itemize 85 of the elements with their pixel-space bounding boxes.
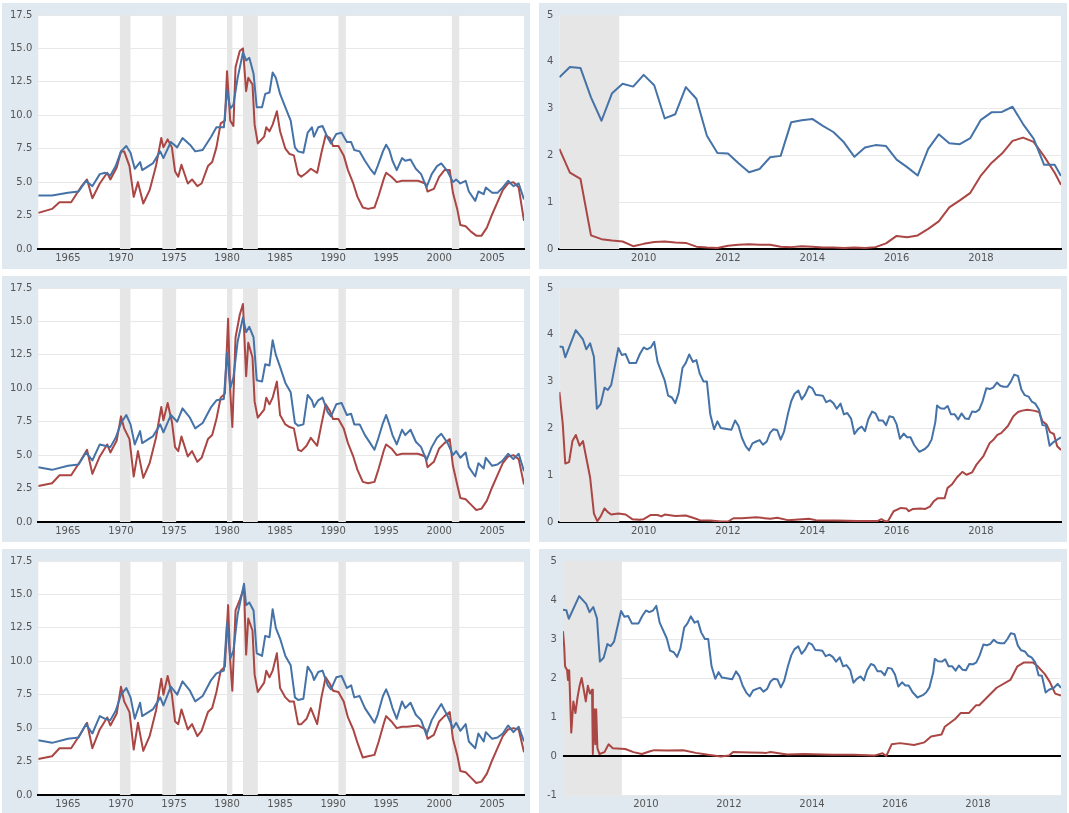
y-tick-label: 0 — [550, 749, 557, 761]
x-tick-label: 1980 — [214, 251, 240, 263]
y-tick-label: 2 — [546, 421, 554, 433]
x-tick-label: 2005 — [479, 797, 505, 809]
x-tick-label: 1990 — [320, 251, 346, 263]
x-tick-label: 2016 — [882, 797, 908, 809]
x-tick-label: 2000 — [426, 797, 452, 809]
x-tick-label: 2012 — [715, 524, 741, 536]
y-tick-label: 15.0 — [10, 588, 33, 600]
x-tick-label: 1970 — [108, 797, 134, 809]
x-tick-label: 1985 — [267, 524, 293, 536]
x-tick-label: 1980 — [214, 797, 240, 809]
x-tick-label: 2010 — [630, 251, 657, 263]
x-tick-label: 1995 — [373, 797, 399, 809]
y-tick-label: 17.5 — [10, 8, 33, 20]
y-tick-label: 5 — [550, 554, 557, 566]
y-tick-label: 10.0 — [10, 381, 33, 393]
y-tick-label: 7.5 — [16, 688, 33, 700]
y-tick-label: 4 — [550, 593, 557, 605]
x-tick-label: 1965 — [55, 524, 81, 536]
x-tick-label: 2010 — [630, 524, 657, 536]
y-tick-label: 12.5 — [10, 348, 33, 360]
y-tick-label: 2.5 — [16, 482, 33, 494]
y-tick-label: 17.5 — [10, 281, 33, 293]
x-tick-label: 2005 — [479, 251, 505, 263]
y-tick-label: 12.5 — [10, 75, 33, 87]
y-tick-label: 2 — [546, 148, 554, 160]
y-tick-label: 5 — [546, 8, 554, 20]
y-tick-label: 2 — [550, 671, 557, 683]
x-tick-label: 1990 — [320, 524, 346, 536]
x-tick-label: 1985 — [267, 797, 293, 809]
y-tick-label: 5.0 — [16, 448, 33, 460]
y-tick-label: 15.0 — [10, 42, 33, 54]
x-tick-label: 2005 — [479, 524, 505, 536]
x-tick-label: 1970 — [108, 524, 134, 536]
y-tick-label: 2.5 — [16, 209, 33, 221]
y-tick-label: 5.0 — [16, 175, 33, 187]
y-tick-label: 15.0 — [10, 315, 33, 327]
x-tick-label: 2014 — [799, 797, 825, 809]
x-tick-label: 1965 — [55, 251, 81, 263]
x-tick-label: 2000 — [426, 251, 452, 263]
x-tick-label: 2012 — [715, 251, 741, 263]
x-tick-label: 1995 — [373, 524, 399, 536]
x-tick-label: 1965 — [55, 797, 81, 809]
y-tick-label: 2.5 — [16, 755, 33, 767]
y-tick-label: 5 — [546, 281, 554, 293]
x-tick-label: 1990 — [320, 797, 346, 809]
y-tick-label: 0 — [546, 242, 554, 254]
y-tick-label: 1 — [550, 710, 557, 722]
y-tick-label: 0.0 — [16, 788, 33, 800]
x-tick-label: 1995 — [373, 251, 399, 263]
x-tick-label: 2014 — [799, 251, 826, 263]
y-tick-label: 10.0 — [10, 654, 33, 666]
x-tick-label: 1985 — [267, 251, 293, 263]
x-tick-label: 2018 — [968, 524, 994, 536]
y-tick-label: 4 — [546, 328, 554, 340]
y-tick-label: 0 — [546, 515, 554, 527]
x-tick-label: 2000 — [426, 524, 452, 536]
y-tick-label: 12.5 — [10, 621, 33, 633]
x-tick-label: 2018 — [968, 251, 994, 263]
x-tick-label: 2010 — [633, 797, 659, 809]
x-tick-label: 1970 — [108, 251, 134, 263]
y-tick-label: 17.5 — [10, 554, 33, 566]
y-tick-label: 4 — [546, 55, 554, 67]
y-tick-label: 1 — [546, 468, 554, 480]
x-tick-label: 2012 — [716, 797, 742, 809]
y-tick-label: 3 — [546, 102, 554, 114]
y-tick-label: 0.0 — [16, 515, 33, 527]
x-tick-label: 2018 — [965, 797, 991, 809]
y-tick-label: 3 — [550, 632, 557, 644]
x-tick-label: 2016 — [883, 251, 910, 263]
x-tick-label: 2014 — [799, 524, 826, 536]
x-tick-label: 1975 — [161, 797, 187, 809]
y-tick-label: 3 — [546, 375, 554, 387]
y-tick-label: -1 — [546, 788, 557, 800]
x-tick-label: 1975 — [161, 524, 187, 536]
y-tick-label: 7.5 — [16, 415, 33, 427]
y-tick-label: 5.0 — [16, 721, 33, 733]
y-tick-label: 7.5 — [16, 142, 33, 154]
y-tick-label: 10.0 — [10, 108, 33, 120]
x-tick-label: 1975 — [161, 251, 187, 263]
y-tick-label: 0.0 — [16, 242, 33, 254]
y-tick-label: 1 — [546, 195, 554, 207]
x-tick-label: 1980 — [214, 524, 240, 536]
x-tick-label: 2016 — [883, 524, 910, 536]
